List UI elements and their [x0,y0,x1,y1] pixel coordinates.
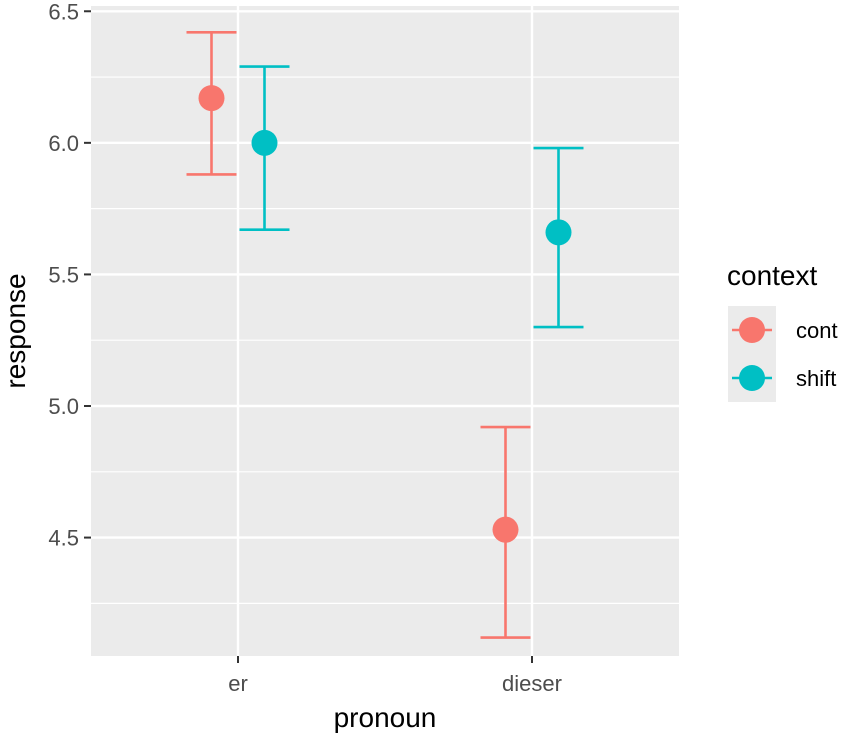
data-point-group [480,425,531,639]
legend-label: shift [796,366,836,391]
y-tick-label: 4.5 [48,526,79,551]
legend-title: context [727,260,817,291]
y-tick-label: 5.0 [48,394,79,419]
data-point [251,129,278,156]
y-tick-label: 6.0 [48,131,79,156]
plot-panel [91,6,679,656]
legend-key-point [739,317,765,343]
x-tick-label: dieser [502,671,562,696]
legend-label: cont [796,318,838,343]
y-tick-label: 6.5 [48,0,79,24]
data-point-group [186,31,237,176]
data-point [198,85,225,112]
major-gridlines [91,6,679,656]
y-axis-title: response [0,273,31,388]
minor-gridlines [91,76,679,604]
data-marks [186,31,584,639]
legend: context cont shift [727,260,838,402]
x-tick-label: er [228,671,248,696]
legend-item: shift [728,354,836,402]
data-point-group [239,65,290,231]
legend-item: cont [728,306,838,354]
data-point [492,516,519,543]
data-point-group [533,146,584,329]
y-tick-label: 5.5 [48,262,79,287]
y-axis: 4.5 5.0 5.5 6.0 6.5 [48,0,91,551]
x-axis-title: pronoun [334,702,437,733]
x-axis: er dieser [228,656,562,696]
legend-key-point [739,365,765,391]
data-point [545,219,572,246]
